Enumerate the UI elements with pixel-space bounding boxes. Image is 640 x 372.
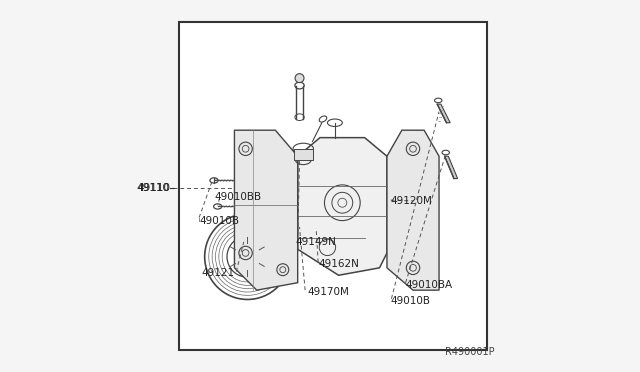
Polygon shape	[298, 138, 387, 275]
Polygon shape	[387, 130, 439, 290]
Text: 49010BA: 49010BA	[406, 280, 452, 289]
Text: R490001P: R490001P	[445, 347, 495, 356]
FancyBboxPatch shape	[179, 22, 488, 350]
Text: 49121: 49121	[202, 269, 234, 278]
Text: 49110: 49110	[138, 183, 170, 193]
Text: 49010B: 49010B	[199, 217, 239, 226]
Text: 49170M: 49170M	[307, 287, 349, 297]
Text: 49162N: 49162N	[318, 259, 359, 269]
Text: 49149N: 49149N	[296, 237, 337, 247]
Text: 49010BB: 49010BB	[214, 192, 261, 202]
Text: 49120M: 49120M	[390, 196, 433, 206]
Circle shape	[295, 74, 304, 83]
Bar	[294, 149, 312, 160]
Text: 49010B: 49010B	[390, 296, 431, 306]
Polygon shape	[437, 104, 450, 123]
Polygon shape	[445, 156, 458, 179]
Text: 49110: 49110	[136, 183, 170, 193]
Polygon shape	[234, 130, 298, 290]
